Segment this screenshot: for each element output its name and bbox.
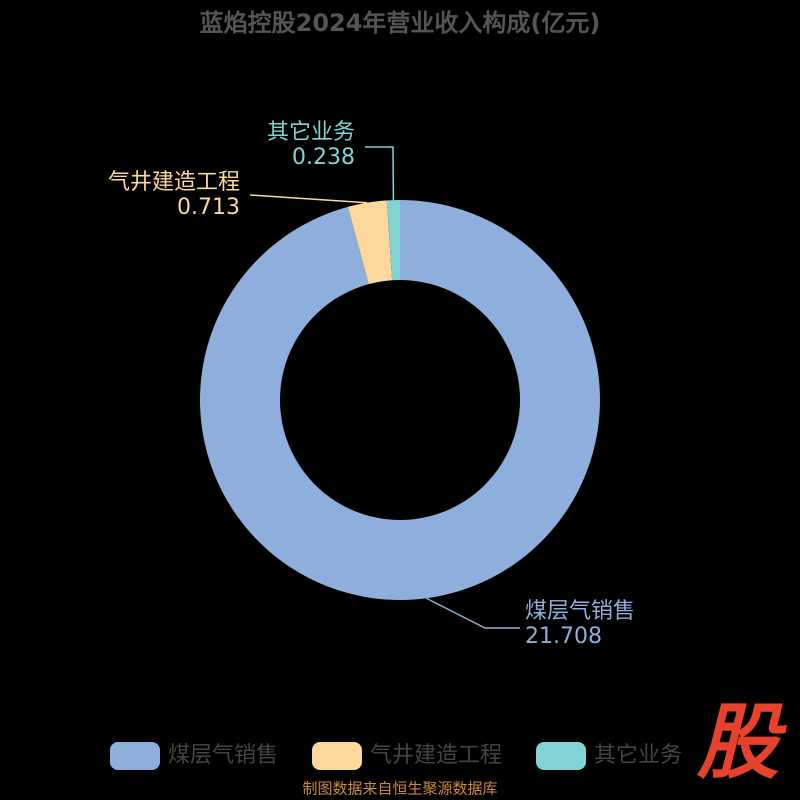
leader-line <box>249 194 368 204</box>
leader-line <box>425 597 520 629</box>
slice-value: 0.713 <box>177 195 240 220</box>
leader-line <box>365 146 395 201</box>
donut-slice <box>386 200 400 281</box>
source-note: 制图数据来自恒生聚源数据库 <box>302 780 497 798</box>
slice-value: 21.708 <box>525 624 602 649</box>
chart-title: 蓝焰控股2024年营业收入构成(亿元) <box>200 9 601 37</box>
donut-slice <box>347 200 393 285</box>
slice-label: 煤层气销售 <box>525 599 635 624</box>
slice-label: 气井建造工程 <box>108 170 240 195</box>
legend-swatch <box>110 742 160 770</box>
legend-label: 气井建造工程 <box>370 743 502 768</box>
legend-label: 煤层气销售 <box>168 743 278 768</box>
slice-value: 0.238 <box>292 145 355 170</box>
legend-swatch <box>536 742 586 770</box>
legend-label: 其它业务 <box>594 743 682 768</box>
legend-swatch <box>312 742 362 770</box>
slice-label: 其它业务 <box>267 120 355 145</box>
logo: 股 <box>696 695 787 790</box>
donut-slice <box>199 200 600 600</box>
